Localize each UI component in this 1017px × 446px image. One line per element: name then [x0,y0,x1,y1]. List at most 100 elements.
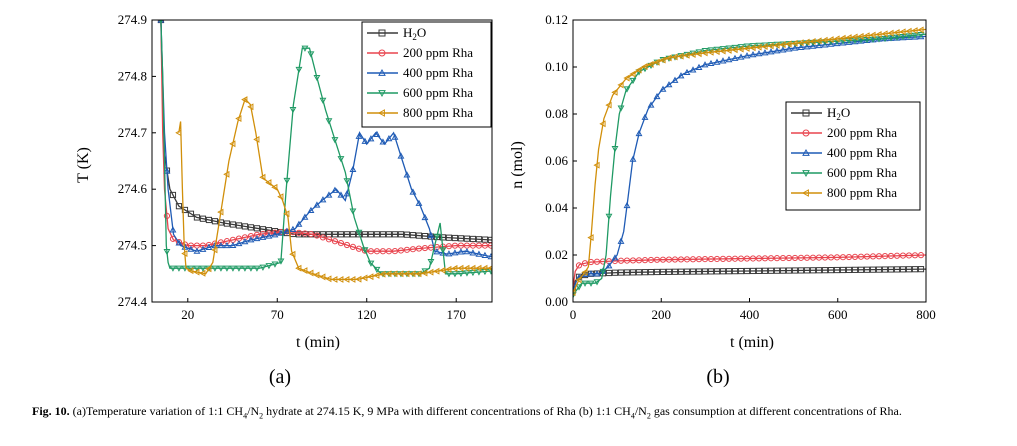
chart-a-series-1-point [163,212,171,220]
chart-b-series-1-point [899,252,907,259]
chart-b-series-0-point [869,266,877,273]
chart-a-series-4-point [253,135,260,143]
chart-b-series-2-point [659,85,667,92]
chart-b-series-0-point [887,266,895,273]
chart-b-ytick-label: 0.12 [545,12,568,27]
chart-b-series-3-point [917,32,925,39]
chart-a-series-2-point [265,232,273,239]
chart-a-series-2-point [289,225,297,232]
chart-a-series-3-point [229,265,237,272]
chart-b-series-4-point [755,43,762,51]
chart-a-series-0-point [181,206,189,214]
chart-b-xtick-label: 200 [652,307,672,322]
chart-a-legend-marker [377,109,385,117]
chart-a-series-4-point [319,273,326,281]
chart-b-series-0-point [827,267,835,274]
chart-b-series-1-point [809,254,817,261]
chart-b-series-4-point [809,37,816,45]
chart-b-legend-marker [802,170,810,178]
chart-a-series-1-point [247,232,255,240]
chart-b-series-4-point [845,34,852,42]
chart-b-series-1-point [701,256,709,263]
chart-b-series-2-point [779,46,787,53]
chart-b-series-4-point [671,53,678,61]
chart-a-series-3-point [241,265,249,272]
chart-b-series-1-point [815,254,823,261]
chart-a-series-0-point [373,231,381,238]
chart-b-series-4-point [641,63,648,70]
chart-b-ylabel: n (mol) [509,141,526,189]
chart-b-series-1-point [887,252,895,260]
chart-b-series-3-point [599,268,607,276]
chart-b-series-2-point [917,33,925,40]
chart-b-series-2-point [689,66,697,73]
chart-b-series-0-point [845,266,853,274]
chart-a-series-0-point [475,236,483,243]
chart-a-series-3-point [307,51,315,58]
chart-a-series-2-point [331,186,339,193]
chart-a-series-2-point [487,253,492,260]
chart-b-series-4-point [839,34,846,42]
chart-b-series-2-point [629,155,637,162]
chart-a-series-0-point [451,234,459,242]
chart-b-series-4-point [869,31,876,39]
chart-b-series-2-point [731,54,739,61]
chart-b-series-1-point [725,255,733,262]
chart-a-series-0-point [229,221,237,228]
chart-a-series-4-point [481,264,488,272]
chart-b-series-2-point [803,43,811,50]
chart-b-series-4-point [593,161,600,169]
chart-a-series-2-line [160,20,492,258]
chart-b-series-4-point [887,29,894,37]
chart-b-legend-label: 600 ppm Rha [827,165,897,180]
chart-a-series-0-point [235,222,243,229]
chart-a-series-4-point [457,264,464,272]
chart-a-legend-marker [378,90,386,98]
chart-b-series-1-point [635,257,643,264]
chart-a-series-2-point [373,130,381,137]
chart-b-legend-label: H2O [827,105,850,122]
chart-b-series-2-point [749,51,757,58]
chart-a-ytick-label: 274.5 [118,238,147,253]
chart-b-series-1-point [707,255,715,263]
chart-a-series-2-point [313,201,321,208]
chart-b-series-1-point [797,254,805,261]
chart-b-series-1-point [713,255,721,263]
chart-a-series-4-point [187,267,194,275]
chart-b-series-2-point [743,52,751,59]
chart-a-series-2-point [451,249,459,256]
chart-b-series-3-point [587,280,595,287]
chart-b-ytick-label: 0.10 [545,59,568,74]
chart-a-legend: H2O 200 ppm Rha 400 ppm Rha 600 ppm Rha 800 … [361,21,492,128]
chart-a-series-2-point [307,206,315,214]
chart-b-series-1-point [731,255,739,262]
chart-b-series-4-point [899,28,906,36]
chart-a-series-0-point [403,231,411,238]
chart-b-series-3-point [911,32,919,39]
chart-b-series-0-point [737,267,745,275]
chart-a-series-3-point [355,229,363,236]
chart-a-series-4-point [337,275,344,283]
chart-a-series-3-point [451,271,459,278]
chart-a-legend-label: 800 ppm Rha [403,105,473,120]
chart-b-series-0-point [617,269,625,276]
chart-b-series-3-point [581,280,589,287]
chart-a-series-4-point [451,264,458,272]
chart-b-series-4-point [893,29,900,36]
chart-a-series-2-point [463,247,471,255]
chart-a-ytick-label: 274.7 [118,125,148,140]
chart-b-series-0-point [899,266,907,273]
chart-b-series-0-point [641,269,649,276]
chart-b-series-2-point [827,40,835,47]
chart-b-series-4-point [851,33,858,41]
chart-b-series-1-point [827,254,835,261]
chart-a-series-2-point [241,238,249,245]
chart-b-series-4-point [629,70,636,78]
chart-b-series-1-point [881,252,889,260]
chart-a-series-4-point [181,250,188,258]
chart-a-series-4-point [475,264,482,272]
chart-b-series-0-point [761,267,769,274]
chart-a-series-2-point [247,236,255,243]
chart-b-series-2-point [665,81,673,88]
chart-a-series-0-point [361,231,369,238]
